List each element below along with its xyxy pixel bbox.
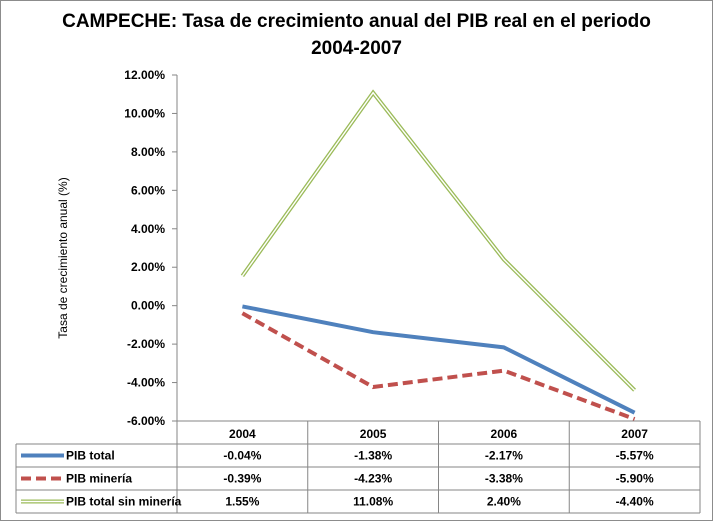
y-tick-label: 4.00% xyxy=(131,222,165,236)
y-tick-label: 8.00% xyxy=(131,145,165,159)
legend-series-name: PIB total xyxy=(66,449,115,463)
y-tick-label: -6.00% xyxy=(127,414,165,428)
table-cell-value: 2.40% xyxy=(487,495,521,509)
series-line-pib-total-sin-miner-a-inner xyxy=(241,91,636,391)
chart-subtitle: 2004-2007 xyxy=(311,38,402,59)
y-tick-label: 6.00% xyxy=(131,183,165,197)
table-cell-value: -5.90% xyxy=(616,472,654,486)
table-cell-value: -4.23% xyxy=(354,472,392,486)
table-cell-value: -1.38% xyxy=(354,449,392,463)
table-cell-value: -5.57% xyxy=(616,449,654,463)
table-cell-value: -4.40% xyxy=(616,495,654,509)
axes: 12.00% 10.00% 8.00% 6.00% 4.00% 2.00% 0.00% -2.… xyxy=(124,68,178,428)
y-tick-label: 2.00% xyxy=(131,260,165,274)
y-tick-label: -2.00% xyxy=(127,337,165,351)
chart-title: CAMPECHE: Tasa de crecimiento anual del … xyxy=(62,11,651,32)
legend-series-name: PIB minería xyxy=(66,472,132,486)
table-cell-value: -3.38% xyxy=(485,472,523,486)
table-cell-value: 11.08% xyxy=(353,495,393,509)
table-cell-value: -0.39% xyxy=(223,472,261,486)
y-tick-label: 0.00% xyxy=(131,299,165,313)
y-tick-label: 12.00% xyxy=(124,68,165,82)
x-category-label: 2006 xyxy=(491,427,518,441)
data-table: 2004 2005 2006 2007 PIB total -0.04% -1.38% -2.… xyxy=(15,420,701,514)
table-cell-value: -2.17% xyxy=(485,449,523,463)
series-line-pib-miner-a xyxy=(241,311,636,421)
series-lines xyxy=(240,89,637,421)
series-line-pib-total xyxy=(242,304,636,415)
legend-series-name: PIB total sin minería xyxy=(66,495,182,509)
y-tick-label: 10.00% xyxy=(124,106,165,120)
table-cell-value: -0.04% xyxy=(223,449,261,463)
y-tick-label: -4.00% xyxy=(127,376,165,390)
x-category-label: 2004 xyxy=(229,427,256,441)
x-category-label: 2007 xyxy=(621,427,648,441)
x-category-label: 2005 xyxy=(360,427,387,441)
table-cell-value: 1.55% xyxy=(225,495,259,509)
